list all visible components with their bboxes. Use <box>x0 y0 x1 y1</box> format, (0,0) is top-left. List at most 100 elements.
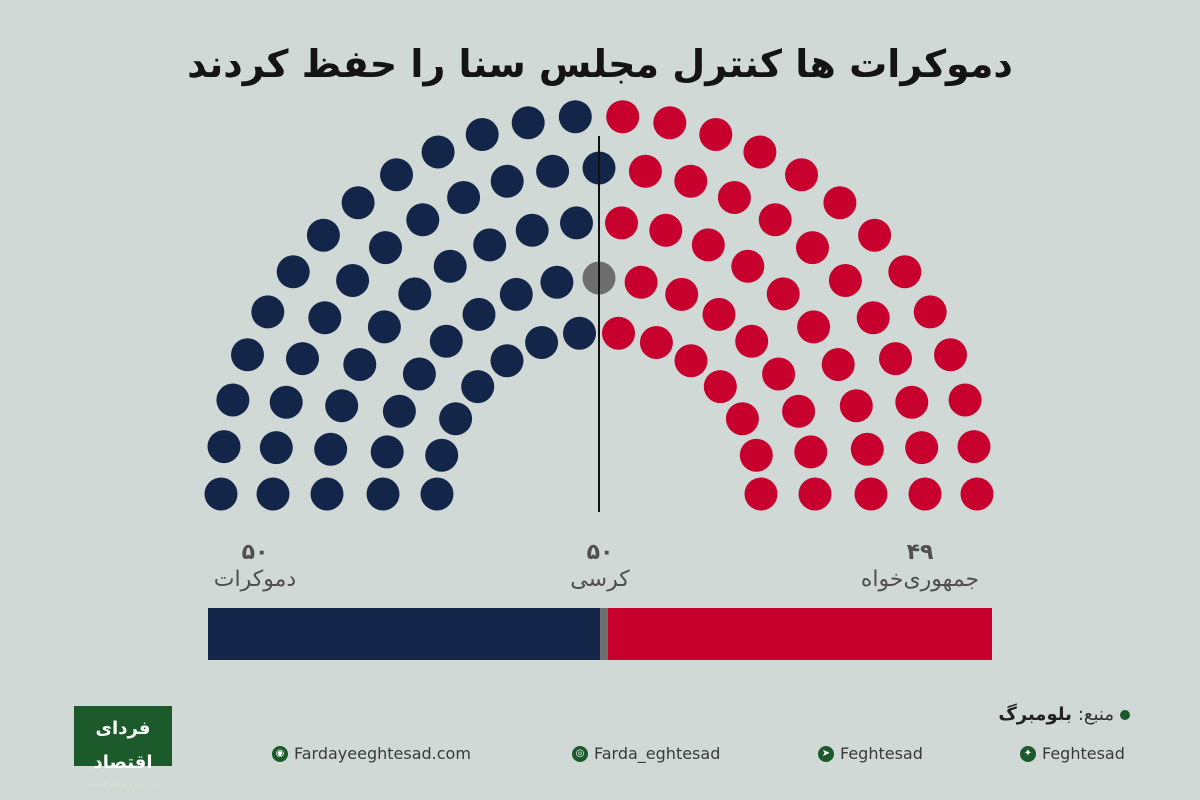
globe-icon: ◉ <box>272 745 288 762</box>
seat-group <box>204 100 994 511</box>
republican-seat <box>743 135 777 169</box>
democrat-seat <box>276 255 310 289</box>
republican-seat <box>823 186 857 220</box>
republican-seat <box>744 477 778 511</box>
source-label: منبع: <box>1077 704 1114 725</box>
democrat-seat <box>231 338 264 372</box>
democrat-seat <box>341 186 375 220</box>
source-value: بلومبرگ <box>998 704 1072 725</box>
brand-logo-name: فردای اقتصاد <box>93 718 153 773</box>
democrat-seat <box>380 158 413 192</box>
democrat-seat <box>306 218 340 252</box>
republican-seat <box>735 324 769 358</box>
democrat-seat <box>369 231 402 265</box>
republican-seat <box>725 402 759 436</box>
democrat-seat <box>367 310 401 344</box>
republican-seat <box>888 255 922 289</box>
democrat-seat <box>310 477 344 511</box>
democrat-seat <box>433 249 467 283</box>
democrat-seat <box>269 385 303 419</box>
democrat-seat <box>421 135 455 169</box>
telegram-link[interactable]: ➤ Feghtesad <box>818 744 923 763</box>
republican-seat <box>785 158 818 192</box>
republican-seat <box>699 118 733 151</box>
republican-seat <box>762 357 796 391</box>
source-credit: منبع: بلومبرگ <box>998 704 1130 725</box>
republican-seat <box>639 326 673 359</box>
seats-label: ۵۰ کرسی <box>545 540 655 594</box>
republican-seat <box>798 477 832 511</box>
republican-seat <box>797 310 831 344</box>
website-text: Fardayeeghtesad.com <box>294 744 471 763</box>
democrat-seat <box>461 370 495 404</box>
republican-seat <box>821 348 855 381</box>
democrat-seat <box>336 264 370 297</box>
democrat-seat <box>308 301 342 335</box>
democrat-seat <box>343 348 377 381</box>
democrat-label: ۵۰ دموکرات <box>195 540 315 594</box>
democrat-seat <box>558 100 592 134</box>
democrat-seat <box>511 106 545 140</box>
republican-seat <box>948 383 982 417</box>
republican-seat <box>731 249 765 283</box>
republican-seat <box>908 477 942 511</box>
republican-label: ۴۹ جمهوری‌خواه <box>840 540 1000 594</box>
republican-seat <box>653 106 687 140</box>
democrat-seat <box>251 295 285 329</box>
democrat-seat <box>490 164 524 198</box>
republican-seat <box>839 389 873 423</box>
democrat-seat <box>216 383 250 417</box>
democrat-seat <box>490 344 524 378</box>
republican-seat <box>879 342 912 376</box>
democrat-seat <box>325 389 359 423</box>
democrat-seat <box>563 316 596 350</box>
telegram-icon: ➤ <box>818 745 834 762</box>
republican-seat <box>960 477 994 511</box>
republican-seat <box>602 316 635 350</box>
republican-seat <box>702 297 736 331</box>
republican-seat <box>905 431 939 465</box>
republican-bar-segment <box>607 608 992 660</box>
twitter-text: Feghtesad <box>1042 744 1125 763</box>
website-link[interactable]: ◉ Fardayeeghtesad.com <box>272 744 471 763</box>
republican-seat <box>758 203 792 237</box>
republican-seat <box>895 385 929 419</box>
undecided-bar-segment <box>600 608 608 660</box>
republican-seat <box>674 164 708 198</box>
instagram-link[interactable]: ◎ Farda_eghtesad <box>572 744 720 763</box>
seats-name: کرسی <box>570 567 630 592</box>
twitter-link[interactable]: ✦ Feghtesad <box>1020 744 1125 763</box>
democrat-seat <box>420 477 454 511</box>
democrat-seat <box>465 118 499 151</box>
republican-seat <box>850 432 884 466</box>
republican-name: جمهوری‌خواه <box>860 567 980 592</box>
democrat-seat <box>366 477 400 511</box>
republican-seat <box>649 213 683 247</box>
brand-logo[interactable]: فردای اقتصاد رسانه مرجع پول‌های اقتصادی <box>74 706 172 788</box>
republican-seat <box>739 438 773 472</box>
twitter-icon: ✦ <box>1020 745 1036 762</box>
republican-seat <box>858 218 892 252</box>
democrat-seat <box>499 277 533 311</box>
democrat-seat <box>314 432 348 466</box>
republican-seat <box>606 100 640 134</box>
republican-seat <box>674 344 708 378</box>
democrat-name: دموکرات <box>213 567 297 592</box>
republican-seat <box>794 435 828 469</box>
republican-seat <box>628 154 662 188</box>
brand-logo-tagline: رسانه مرجع پول‌های اقتصادی <box>86 781 160 788</box>
democrat-seat <box>382 394 416 428</box>
instagram-icon: ◎ <box>572 745 588 762</box>
democrat-seat <box>525 326 559 359</box>
democrat-bar-segment <box>208 608 600 660</box>
democrat-seat <box>540 265 574 299</box>
republican-seat <box>703 370 737 404</box>
democrat-seat <box>398 277 432 311</box>
democrat-seat <box>207 430 241 464</box>
democrat-seat <box>429 324 463 358</box>
telegram-text: Feghtesad <box>840 744 923 763</box>
republican-seat <box>913 295 947 329</box>
democrat-seat <box>406 203 440 237</box>
democrat-seat <box>256 477 290 511</box>
